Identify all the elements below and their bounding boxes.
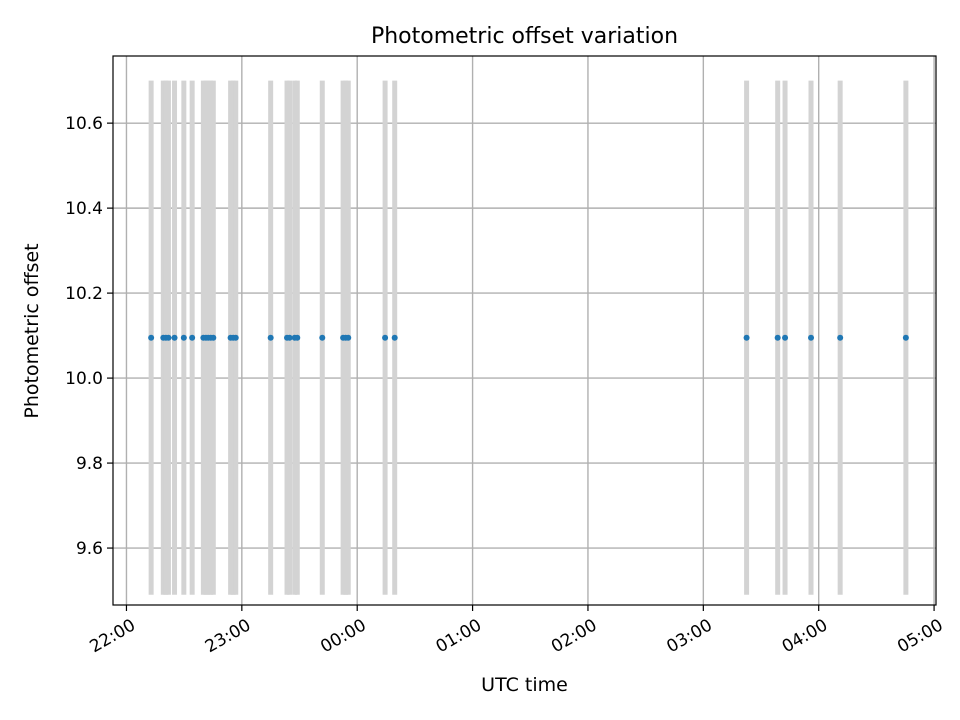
data-point [148, 334, 155, 341]
y-axis-ticks: 9.6 9.8 10.0 10.2 10.4 10.6 [65, 114, 113, 559]
data-point [345, 334, 352, 341]
plot-frame [112, 55, 937, 606]
data-point [774, 334, 781, 341]
data-points [148, 334, 909, 341]
data-point [210, 334, 217, 341]
y-tick-label: 10.0 [65, 369, 103, 389]
data-point [171, 334, 178, 341]
data-point [232, 334, 239, 341]
data-point [286, 334, 293, 341]
grid [113, 56, 936, 605]
data-point [294, 334, 301, 341]
data-point [165, 334, 172, 341]
x-axis-label: UTC time [481, 674, 568, 696]
data-point [319, 334, 326, 341]
data-point [837, 334, 844, 341]
data-point [782, 334, 789, 341]
y-tick-label: 10.6 [65, 114, 103, 134]
data-point [902, 334, 909, 341]
y-tick-label: 9.8 [76, 454, 103, 474]
y-tick-label: 10.2 [65, 284, 103, 304]
y-tick-label: 10.4 [65, 199, 103, 219]
data-point [189, 334, 196, 341]
y-tick-label: 9.6 [76, 539, 103, 559]
data-point [180, 334, 187, 341]
data-point [382, 334, 389, 341]
data-point [743, 334, 750, 341]
data-point [808, 334, 815, 341]
chart-title: Photometric offset variation [371, 24, 678, 49]
data-point [267, 334, 274, 341]
y-axis-label: Photometric offset [21, 243, 43, 418]
data-point [391, 334, 398, 341]
